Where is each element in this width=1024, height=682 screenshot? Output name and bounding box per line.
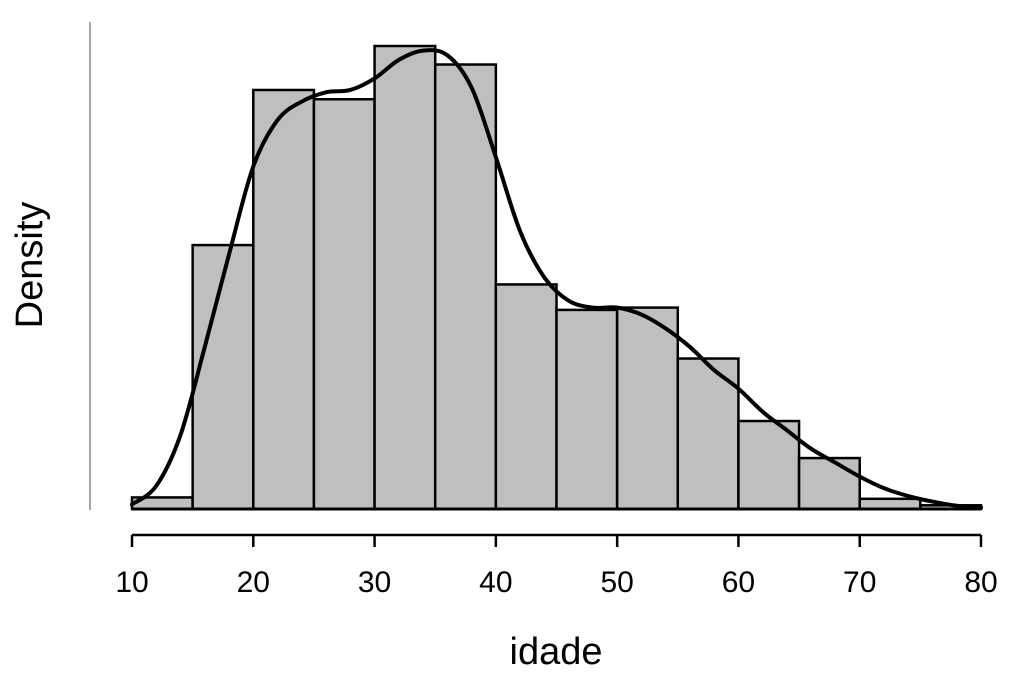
- x-tick-label: 50: [600, 566, 633, 599]
- histogram-bar: [494, 283, 558, 511]
- x-tick-label: 40: [479, 566, 512, 599]
- x-tick-label: 10: [115, 566, 148, 599]
- density-curve: [130, 48, 983, 510]
- histogram-bar: [858, 497, 922, 511]
- x-tick-label: 60: [722, 566, 755, 599]
- x-tick-label: 70: [843, 566, 876, 599]
- x-tick-label: 30: [358, 566, 391, 599]
- histogram-bar: [252, 88, 316, 511]
- x-tick-label: 20: [237, 566, 270, 599]
- histogram-bar: [797, 456, 861, 511]
- histogram-bar: [615, 306, 680, 511]
- histogram-bar: [312, 97, 376, 511]
- histogram-bar: [555, 308, 619, 511]
- histogram-bar: [373, 44, 437, 511]
- histogram-bars: [130, 44, 983, 511]
- x-axis-title: idade: [510, 631, 603, 673]
- histogram-bar: [676, 357, 740, 511]
- x-tick-label: 80: [964, 566, 997, 599]
- x-axis: 10 20 30 40 50 60 70 80: [115, 533, 998, 599]
- histogram-bar: [737, 419, 801, 511]
- y-axis-title: Density: [9, 202, 51, 329]
